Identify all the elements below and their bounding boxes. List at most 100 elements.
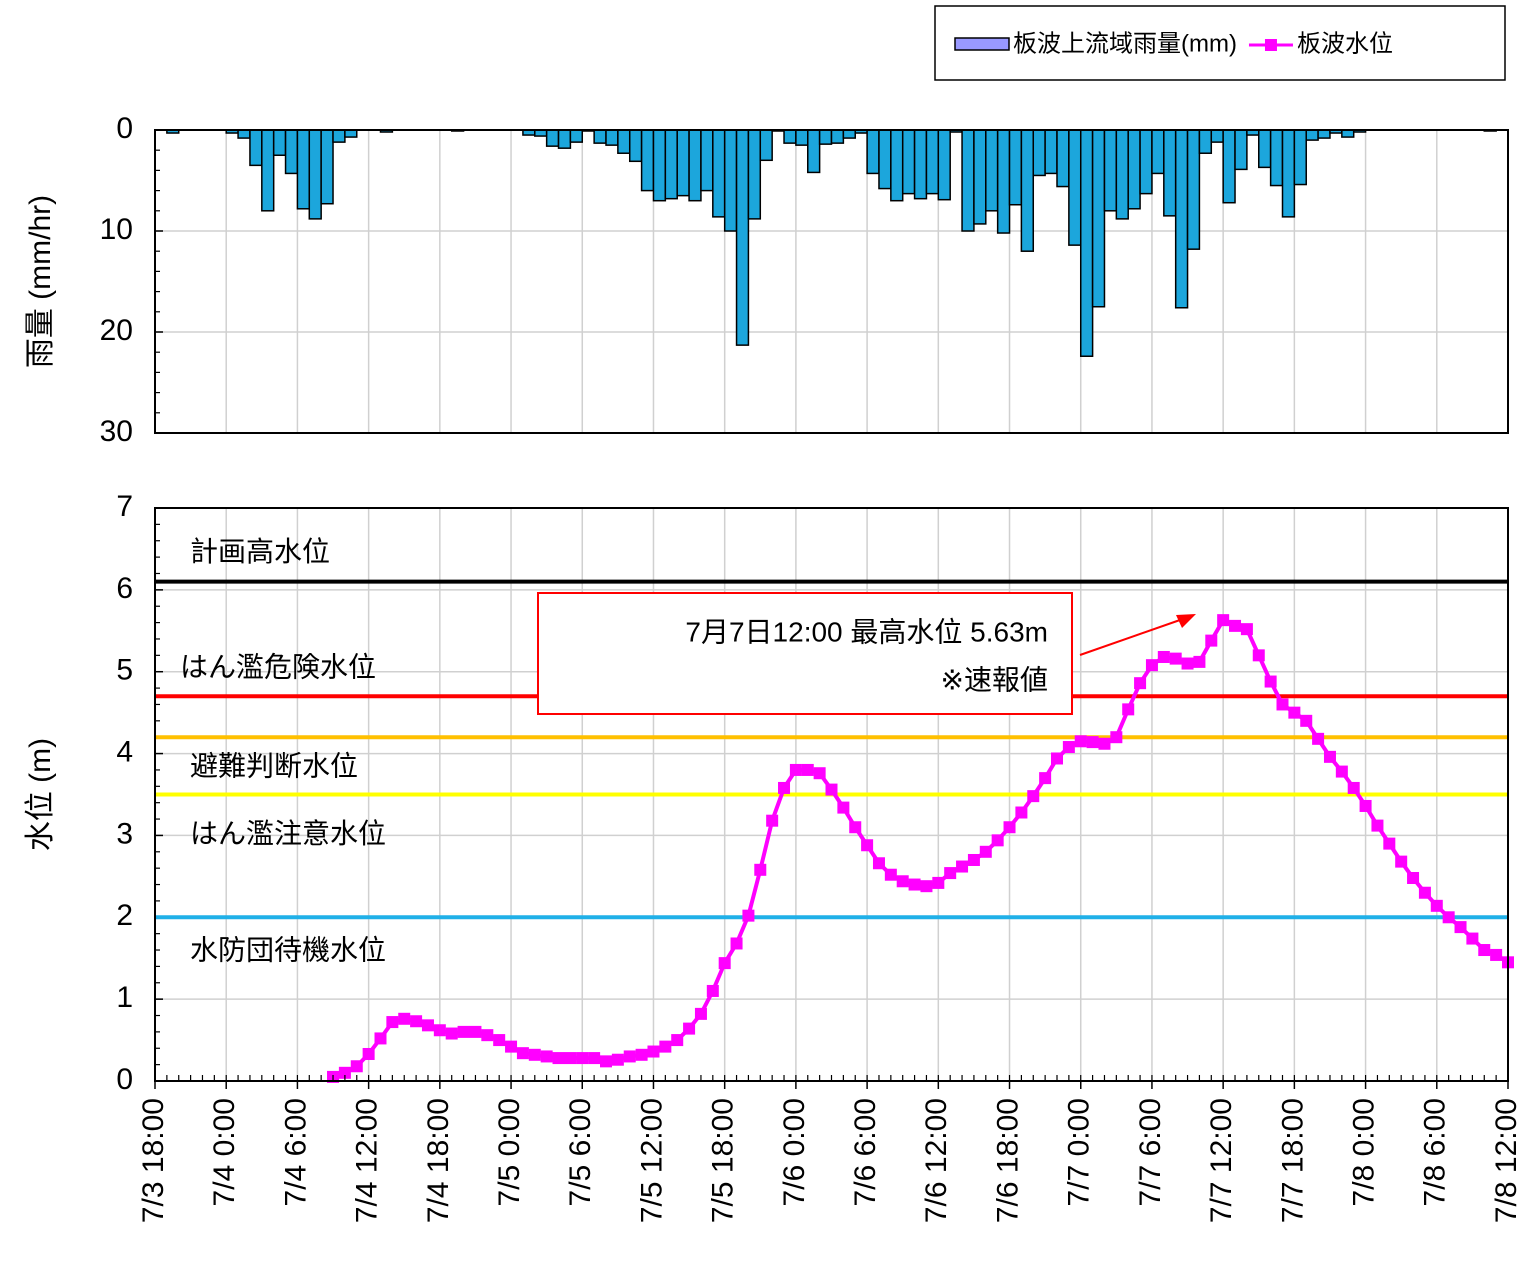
marker	[350, 1060, 363, 1073]
bar	[664, 129, 678, 200]
marker	[1169, 652, 1182, 665]
bar	[1198, 129, 1213, 154]
marker	[1098, 737, 1111, 750]
marker	[611, 1053, 624, 1066]
bar	[747, 129, 762, 220]
marker	[1086, 736, 1099, 749]
annotation-text: 7月7日12:00 最高水位 5.63m	[685, 616, 1048, 647]
x-tick-label: 7/4 12:00	[351, 1098, 384, 1223]
marker	[754, 863, 767, 876]
marker	[1335, 765, 1348, 778]
marker	[979, 845, 992, 858]
reference-label: はん濫注意水位	[190, 818, 386, 849]
marker	[1312, 732, 1325, 745]
marker	[1193, 655, 1206, 668]
marker	[861, 839, 874, 852]
marker	[1062, 741, 1075, 754]
bar	[830, 129, 845, 144]
bar	[901, 129, 916, 195]
marker	[813, 767, 826, 780]
marker	[1490, 948, 1503, 961]
marker	[1205, 634, 1218, 647]
marker	[694, 1007, 707, 1020]
x-tick-label: 7/5 12:00	[635, 1098, 668, 1223]
marker	[445, 1027, 458, 1040]
plot-frame	[154, 129, 1509, 434]
y-tick-label: 0	[116, 1063, 133, 1096]
marker	[1145, 659, 1158, 672]
annotation-arrow	[1079, 619, 1181, 656]
marker	[338, 1066, 351, 1079]
y-axis-title: 雨量 (mm/hr)	[24, 195, 57, 368]
marker	[362, 1047, 375, 1060]
y-tick-label: 0	[116, 112, 133, 145]
marker	[825, 783, 838, 796]
bar	[1281, 129, 1296, 218]
bar	[1056, 129, 1070, 188]
bar	[272, 129, 287, 156]
marker	[1051, 752, 1063, 765]
marker	[778, 781, 791, 794]
x-tick-label: 7/6 6:00	[849, 1098, 882, 1206]
bar	[1068, 129, 1082, 246]
marker	[920, 880, 933, 893]
x-tick-label: 7/5 0:00	[493, 1098, 526, 1206]
bar	[569, 129, 584, 143]
legend-marker	[1264, 39, 1277, 51]
legend: 板波上流域雨量(mm) 板波水位	[934, 5, 1506, 81]
bar	[1163, 129, 1177, 217]
bar	[937, 129, 951, 201]
bar	[973, 129, 987, 225]
marker	[872, 857, 885, 870]
marker	[789, 763, 802, 776]
marker	[1015, 806, 1028, 819]
marker	[671, 1034, 684, 1047]
bar	[913, 129, 928, 200]
x-tick-label: 7/7 0:00	[1063, 1098, 1096, 1206]
y-tick-label: 4	[116, 735, 133, 768]
marker	[410, 1015, 423, 1028]
bar	[1008, 129, 1023, 206]
bar	[1317, 129, 1331, 139]
marker	[398, 1012, 411, 1025]
marker	[1430, 899, 1443, 912]
bar	[925, 129, 940, 195]
marker	[1181, 657, 1194, 670]
marker	[706, 984, 719, 997]
marker	[742, 909, 755, 922]
marker	[647, 1045, 660, 1058]
bar	[545, 129, 560, 147]
marker	[374, 1032, 387, 1045]
y-tick-label: 6	[116, 572, 133, 605]
marker	[1395, 855, 1408, 868]
marker	[588, 1052, 601, 1065]
bar	[1222, 129, 1236, 204]
y-tick-label: 10	[100, 213, 133, 246]
marker	[421, 1019, 434, 1032]
marker	[1347, 781, 1360, 794]
reference-label: はん濫危険水位	[180, 652, 376, 683]
marker	[1074, 735, 1087, 748]
bar	[1269, 129, 1284, 187]
x-tick-label: 7/5 18:00	[707, 1098, 740, 1223]
y-tick-label: 1	[116, 981, 133, 1014]
marker	[1217, 614, 1230, 627]
bar	[866, 129, 880, 175]
bar	[1020, 129, 1035, 252]
legend-label: 板波水位	[1297, 30, 1393, 57]
bar	[1234, 129, 1248, 171]
x-tick-label: 7/8 6:00	[1419, 1098, 1452, 1206]
x-tick-label: 7/8 0:00	[1348, 1098, 1381, 1206]
bar	[1258, 129, 1272, 169]
bar	[284, 129, 299, 175]
marker	[1039, 772, 1052, 785]
bar	[1186, 129, 1201, 250]
marker	[576, 1052, 589, 1065]
x-tick-label: 7/7 12:00	[1205, 1098, 1238, 1223]
marker	[956, 860, 969, 873]
annotation-text: ※速報値	[941, 664, 1048, 695]
marker	[1288, 706, 1301, 719]
bar	[759, 129, 773, 162]
bar	[1115, 129, 1129, 220]
